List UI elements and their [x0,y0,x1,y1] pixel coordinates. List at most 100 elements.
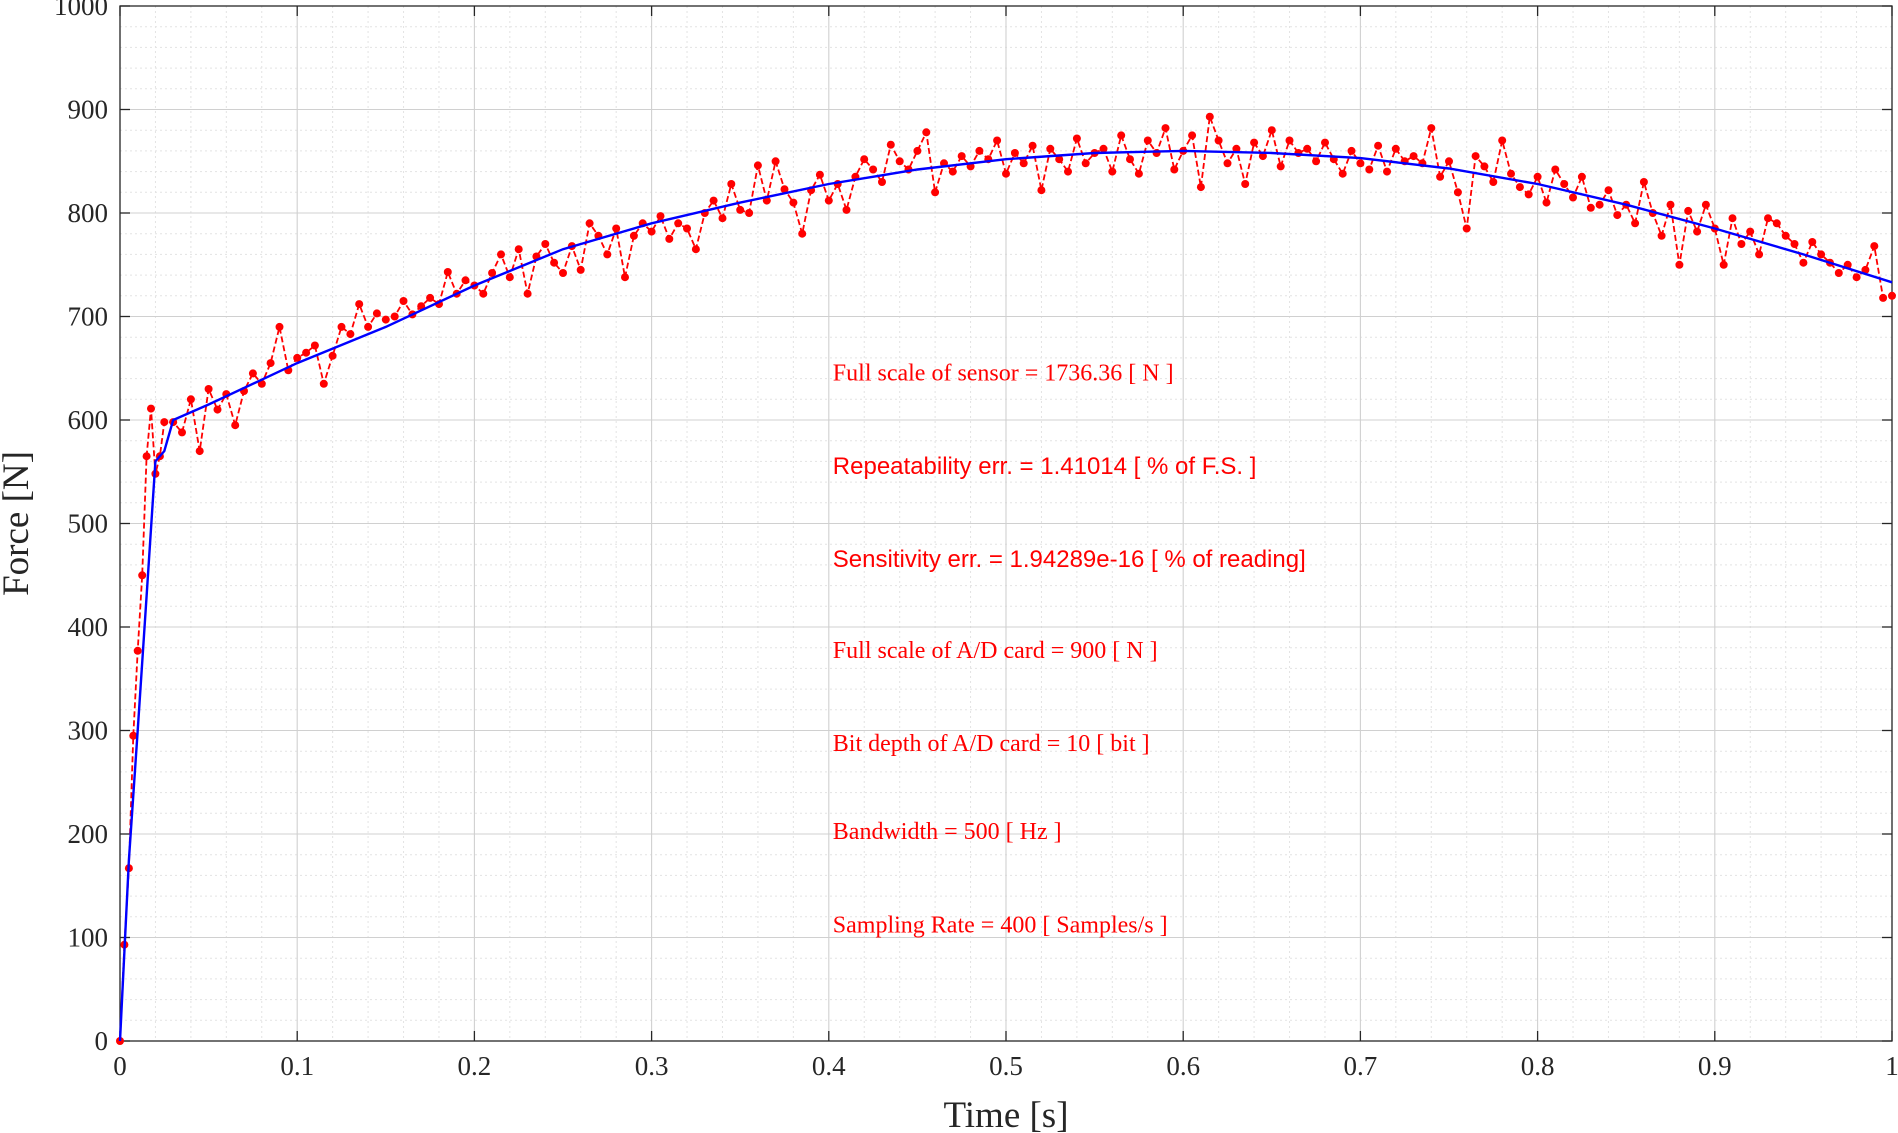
measured-point [895,157,904,166]
measured-point [1507,169,1515,178]
measured-point [1321,138,1329,147]
measured-point [381,315,390,324]
measured-point [1152,149,1161,157]
y-tick-label: 900 [68,95,109,125]
measured-point [231,421,240,430]
measured-point [178,428,186,437]
annotation-text: Repeatability err. = 1.41014 [ % of F.S.… [833,453,1257,480]
measured-point [1099,144,1108,153]
measured-point [1755,250,1764,259]
measured-point [390,312,399,321]
measured-point [931,188,940,197]
measured-point [1374,141,1383,150]
measured-point [160,418,169,427]
measured-point [709,196,718,205]
measured-point [1560,180,1569,188]
measured-point [993,136,1002,145]
measured-point [1480,162,1489,171]
data-series [116,112,1896,1045]
measured-point [1312,157,1321,166]
measured-point [1356,159,1365,168]
measured-point [771,157,780,166]
measured-point [1365,165,1374,174]
measured-point [798,229,807,238]
y-tick-label: 800 [68,198,109,228]
measured-point [1143,136,1152,145]
measured-point [497,250,505,259]
measured-point [195,447,204,456]
measured-point [1258,152,1267,161]
measured-point [1737,240,1746,248]
measured-point [1799,258,1808,267]
measured-point [1223,159,1232,168]
measured-point [975,146,984,155]
measured-point [1551,165,1560,174]
measured-point [718,214,727,223]
measured-point [541,240,550,248]
measured-point [1010,149,1019,157]
annotation-text: Sensitivity err. = 1.94289e-16 [ % of re… [833,546,1306,573]
measured-point [576,265,585,274]
measured-point [1693,227,1702,236]
measured-point [1604,186,1613,195]
measured-point [1347,146,1356,155]
measured-point [1861,265,1870,274]
measured-point [1817,250,1826,259]
x-tick-label: 0.4 [812,1051,846,1081]
measured-point [1772,219,1781,228]
major-grid [119,5,1893,1042]
measured-point [948,167,957,176]
measured-point [1055,155,1064,164]
measured-point [1879,293,1888,302]
measured-point [1436,172,1445,181]
measured-point [603,250,612,259]
y-tick-label: 700 [68,302,109,332]
measured-point [133,646,142,655]
measured-point [1728,214,1737,223]
measured-point [1888,291,1896,300]
x-tick-label: 0.3 [635,1051,669,1081]
measured-point [248,369,257,378]
measured-point [186,395,195,404]
measured-point [302,348,311,357]
measured-point [426,293,435,302]
measured-point [337,322,346,331]
measured-point [1498,136,1507,145]
annotation-text: Bit depth of A/D card = 10 [ bit ] [833,731,1150,757]
measured-point [922,128,931,137]
measured-point [1462,224,1471,233]
x-tick-label: 0.1 [280,1051,314,1081]
measured-point [789,198,798,207]
measured-point [1409,152,1418,161]
measured-point [142,452,151,461]
annotations: Full scale of sensor = 1736.36 [ N ] Repe… [833,361,1306,939]
measured-point [1595,200,1604,209]
measured-point [1064,167,1072,176]
x-tick-label: 0 [113,1051,127,1081]
measured-point [1684,206,1693,215]
measured-point [1028,141,1037,150]
measured-point [1161,124,1170,133]
measured-point [860,155,869,164]
measured-point [612,224,621,233]
measured-point [1196,183,1205,192]
measured-point [1267,126,1276,135]
measured-point [1471,152,1480,161]
measured-point [1542,198,1551,207]
x-tick-label: 0.7 [1344,1051,1378,1081]
measured-point [1391,144,1400,153]
y-tick-label: 300 [68,716,109,746]
y-tick-label: 500 [68,509,109,539]
x-tick-label: 1 [1885,1051,1898,1081]
measured-point [1241,180,1250,188]
measured-point [319,379,328,388]
measured-point [691,245,700,254]
y-tick-label: 0 [95,1026,109,1056]
measured-signal-markers [116,112,1896,1045]
measured-point [1002,169,1010,178]
measured-point [505,273,514,282]
measured-point [1250,138,1259,147]
measured-point [1834,269,1843,277]
measured-point [1489,178,1498,186]
measured-point [1764,214,1772,223]
